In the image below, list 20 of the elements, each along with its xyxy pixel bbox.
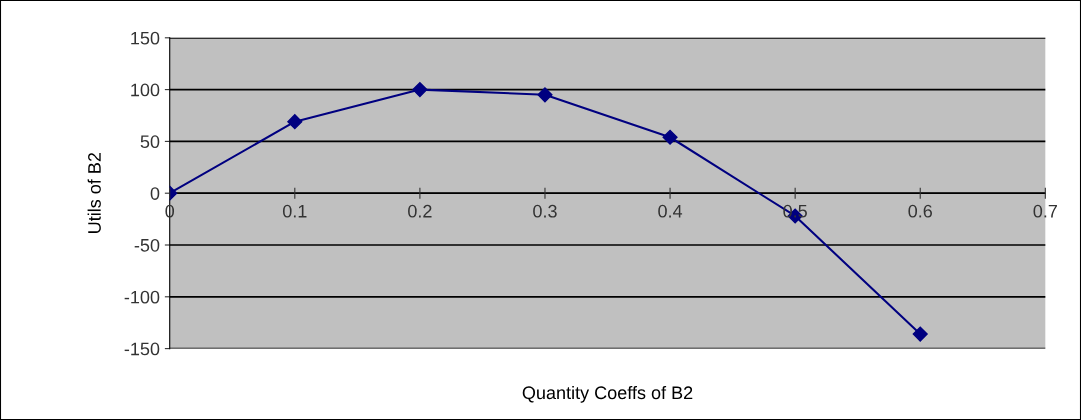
y-tick-label: -100	[124, 290, 160, 304]
y-tick-label: -50	[134, 238, 160, 252]
y-tick-label: 50	[140, 135, 160, 149]
point	[912, 326, 928, 342]
x-tick-label: 0.6	[908, 204, 932, 218]
y-tick-label: -150	[124, 342, 160, 356]
point	[287, 114, 303, 130]
x-tick-label: 0.7	[1033, 204, 1057, 218]
point	[662, 129, 678, 145]
point	[537, 87, 553, 103]
x-tick-label: 0.2	[408, 204, 432, 218]
y-axis-title: Utils of B2	[87, 152, 101, 233]
x-tick-label: 0.1	[282, 204, 307, 218]
y-tick-label: 150	[131, 31, 160, 45]
x-tick-label: 0.3	[533, 204, 557, 218]
y-tick-label: 0	[150, 187, 160, 200]
x-axis-title: Quantity Coeffs of B2	[522, 385, 693, 403]
point	[412, 82, 428, 98]
x-tick-label: 0.4	[658, 204, 683, 218]
y-tick-label: 100	[131, 83, 160, 97]
